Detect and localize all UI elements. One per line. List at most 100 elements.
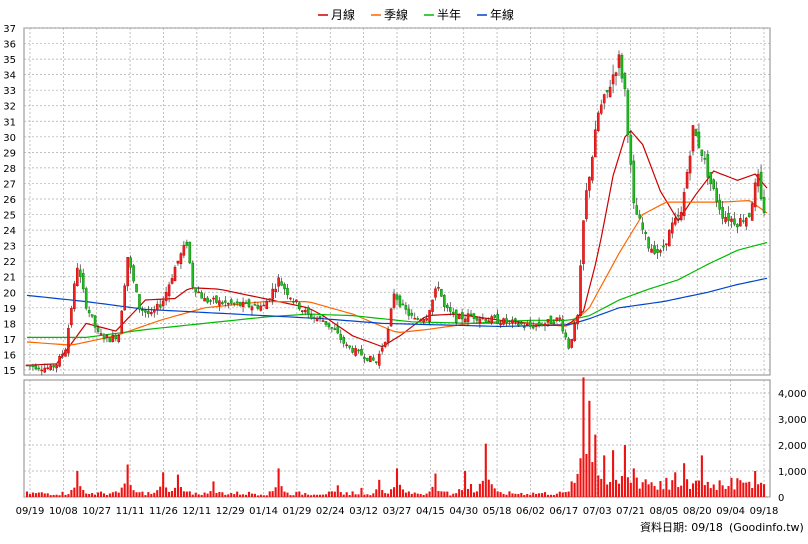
volume-bar (665, 477, 668, 497)
volume-bar (292, 495, 295, 497)
volume-bar (443, 491, 446, 497)
volume-bar (487, 479, 490, 497)
candle-body (620, 54, 624, 79)
candle-body (416, 318, 420, 320)
volume-bars (25, 377, 766, 497)
candle-body (543, 323, 547, 327)
candle-body (286, 287, 289, 295)
candle-body (348, 345, 351, 348)
price-tick-label: 26 (3, 195, 16, 206)
volume-bar (135, 492, 138, 497)
price-tick-label: 20 (3, 288, 16, 299)
candle-body (31, 364, 35, 367)
volume-bar (739, 480, 742, 497)
volume-tick-label: 0 (778, 493, 784, 504)
candle-body (555, 317, 559, 321)
volume-bar (650, 482, 653, 497)
volume-bar (455, 493, 458, 497)
volume-bar (395, 468, 399, 497)
candle-body (306, 307, 310, 315)
candle-body (360, 349, 363, 356)
candle-body (212, 297, 215, 300)
volume-bar (289, 495, 292, 497)
candle-body (253, 304, 257, 306)
volume-bar (242, 494, 245, 497)
volume-bar (683, 463, 686, 497)
candle-body (179, 253, 183, 265)
candle-body (614, 72, 618, 76)
candle-body (552, 321, 556, 325)
volume-bar (700, 455, 703, 497)
candle-body (87, 310, 91, 314)
volume-bar (277, 468, 280, 497)
volume-bar (52, 494, 55, 497)
candle-body (144, 310, 147, 313)
candle-body (108, 337, 112, 343)
candle-body (99, 333, 103, 335)
volume-bar (307, 494, 310, 497)
volume-bar (159, 486, 162, 497)
volume-bar (540, 493, 544, 497)
volume-bar (73, 487, 76, 497)
volume-bar (94, 494, 97, 497)
volume-bar (523, 495, 526, 497)
volume-bar (173, 487, 177, 497)
candle-body (28, 365, 32, 367)
x-tick-label: 06/17 (549, 506, 578, 517)
candle-body (300, 310, 304, 313)
volume-bar (748, 481, 751, 497)
volume-bar (372, 493, 375, 497)
price-tick-label: 21 (3, 273, 16, 284)
candle-body (167, 284, 171, 297)
candle-body (324, 321, 328, 325)
volume-bar (141, 491, 144, 497)
volume-bar (126, 464, 129, 497)
candle-body (528, 321, 532, 327)
volume-bar (452, 493, 455, 497)
volume-bar (381, 490, 384, 497)
candle-body (224, 300, 227, 303)
volume-bar (43, 493, 46, 497)
volume-bar (336, 485, 339, 497)
candle-body (164, 292, 168, 302)
volume-bar (182, 491, 185, 497)
volume-bar (603, 455, 606, 497)
volume-bar (694, 480, 698, 497)
volume-tick-label: 4,000 (778, 389, 807, 400)
volume-bar (609, 481, 612, 497)
candle-body (457, 314, 461, 320)
volume-bar (76, 471, 79, 497)
volume-bar (727, 486, 730, 497)
candle-body (147, 310, 150, 314)
volume-bar (422, 494, 425, 497)
candle-body (76, 267, 79, 287)
price-tick-label: 28 (3, 164, 16, 175)
candle-body (170, 278, 174, 284)
candle-body (407, 308, 411, 316)
volume-bar (40, 492, 43, 497)
volume-bar (484, 443, 487, 497)
legend-label: 季線 (384, 7, 408, 22)
x-tick-label: 09/04 (716, 506, 745, 517)
candle-body (327, 322, 331, 328)
volume-bar (162, 472, 165, 497)
candle-body (623, 73, 627, 90)
candle-body (188, 241, 192, 264)
x-tick-label: 01/29 (282, 506, 311, 517)
candle-body (105, 335, 109, 339)
volume-bar (215, 492, 218, 497)
volume-bar (375, 489, 378, 497)
candle-body (520, 322, 523, 325)
candle-body (265, 300, 269, 310)
candle-body (129, 257, 132, 268)
candle-body (629, 134, 633, 165)
volume-bar (132, 490, 135, 497)
candle-body (413, 317, 417, 320)
candle-body (724, 216, 727, 223)
candle-body (558, 317, 562, 320)
volume-bar (431, 486, 434, 497)
volume-bar (706, 481, 709, 497)
volume-bar (197, 494, 200, 497)
candle-body (226, 302, 230, 305)
candle-body (117, 334, 121, 342)
